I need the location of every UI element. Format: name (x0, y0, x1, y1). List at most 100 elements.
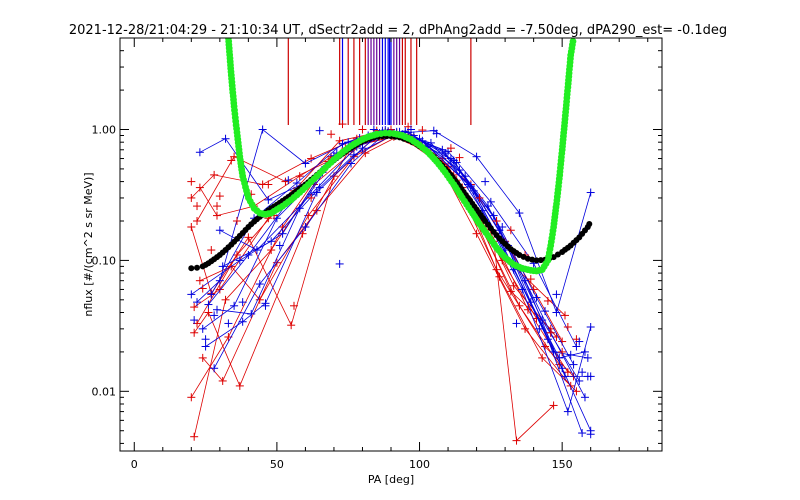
y-tick-label: 0.01 (92, 385, 117, 398)
red-point (563, 368, 572, 377)
chart-title: 2021-12-28/21:04:29 - 21:10:34 UT, dSect… (69, 23, 727, 38)
blue-point (193, 298, 202, 307)
red-point (215, 192, 224, 201)
red-point (187, 222, 196, 231)
blue-point (569, 360, 578, 369)
blue-point (292, 179, 301, 188)
red-point (558, 347, 567, 356)
series-layer (187, 120, 595, 445)
blue-point (498, 222, 507, 231)
blue-point (212, 305, 221, 314)
y-axis-label: nflux [#/(cm^2 s sr MeV)] (82, 172, 95, 316)
red-point (187, 177, 196, 186)
blue-point (532, 293, 541, 302)
red-point (187, 193, 196, 202)
blue-point (578, 368, 587, 377)
red-point (358, 125, 367, 134)
blue-point (515, 209, 524, 218)
blue-point (583, 353, 592, 362)
green-fit (225, 38, 577, 275)
red-point (509, 281, 518, 290)
red-point (526, 275, 535, 284)
blue-point (452, 158, 461, 167)
blue-series-line-5 (210, 130, 583, 434)
red-point (264, 180, 273, 189)
red-point (195, 276, 204, 285)
blue-point (207, 290, 216, 299)
red-point (541, 342, 550, 351)
red-point (327, 130, 336, 139)
blue-point (215, 276, 224, 285)
red-point (492, 265, 501, 274)
blue-point (586, 430, 595, 439)
blue-point (580, 393, 589, 402)
blue-point (264, 195, 273, 204)
fit-layer (188, 38, 593, 275)
blue-point (315, 126, 324, 135)
blue-series-line-1 (199, 131, 577, 347)
blue-point (347, 159, 356, 168)
red-point (267, 246, 276, 255)
x-tick-label: 100 (409, 458, 430, 471)
blue-point (195, 148, 204, 157)
blue-point (278, 229, 287, 238)
blue-series-7 (212, 128, 595, 381)
red-point (278, 222, 287, 231)
red-point (418, 126, 427, 135)
blue-point (255, 280, 264, 289)
blue-point (201, 335, 210, 344)
x-axis: 0 50 100 150 (131, 38, 649, 471)
red-point (187, 393, 196, 402)
blue-point (201, 342, 210, 351)
blue-point (558, 364, 567, 373)
red-point (506, 226, 515, 235)
blue-point (235, 256, 244, 265)
blue-point (566, 350, 575, 359)
blue-point (247, 309, 256, 318)
blue-series-4 (204, 129, 595, 435)
blue-point (187, 290, 196, 299)
red-point (287, 321, 296, 330)
blue-point (204, 300, 213, 309)
blue-series-10 (187, 127, 578, 369)
blue-point (224, 319, 233, 328)
blue-point (489, 211, 498, 220)
blue-point (261, 301, 270, 310)
red-point (204, 308, 213, 317)
blue-point (561, 372, 570, 381)
black-fit-dot (188, 265, 195, 272)
red-point (198, 284, 207, 293)
y-tick-label: 1.00 (92, 124, 117, 137)
black-fit-dot (550, 254, 557, 261)
blue-point (541, 307, 550, 316)
blue-point (406, 125, 415, 134)
blue-point (586, 322, 595, 331)
blue-point (583, 372, 592, 381)
red-point (561, 311, 570, 320)
blue-point (210, 364, 219, 373)
blue-point (258, 125, 267, 134)
x-tick-label: 0 (131, 458, 138, 471)
red-point (212, 211, 221, 220)
blue-point (230, 301, 239, 310)
blue-point (221, 134, 230, 143)
green-fit-dot (569, 38, 577, 45)
red-point (521, 324, 530, 333)
red-point (492, 217, 501, 226)
x-tick-label: 50 (270, 458, 284, 471)
blue-point (190, 316, 199, 325)
blue-point (578, 429, 587, 438)
red-series-3 (193, 125, 561, 341)
blue-point (338, 139, 347, 148)
blue-point (535, 324, 544, 333)
red-series-line-10 (199, 132, 551, 330)
red-point (210, 170, 219, 179)
red-point (566, 381, 575, 390)
blue-point (215, 226, 224, 235)
red-point (193, 202, 202, 211)
blue-point (586, 188, 595, 197)
red-series-line-5 (199, 136, 566, 316)
red-point (207, 246, 216, 255)
red-point (212, 202, 221, 211)
red-point (549, 401, 558, 410)
